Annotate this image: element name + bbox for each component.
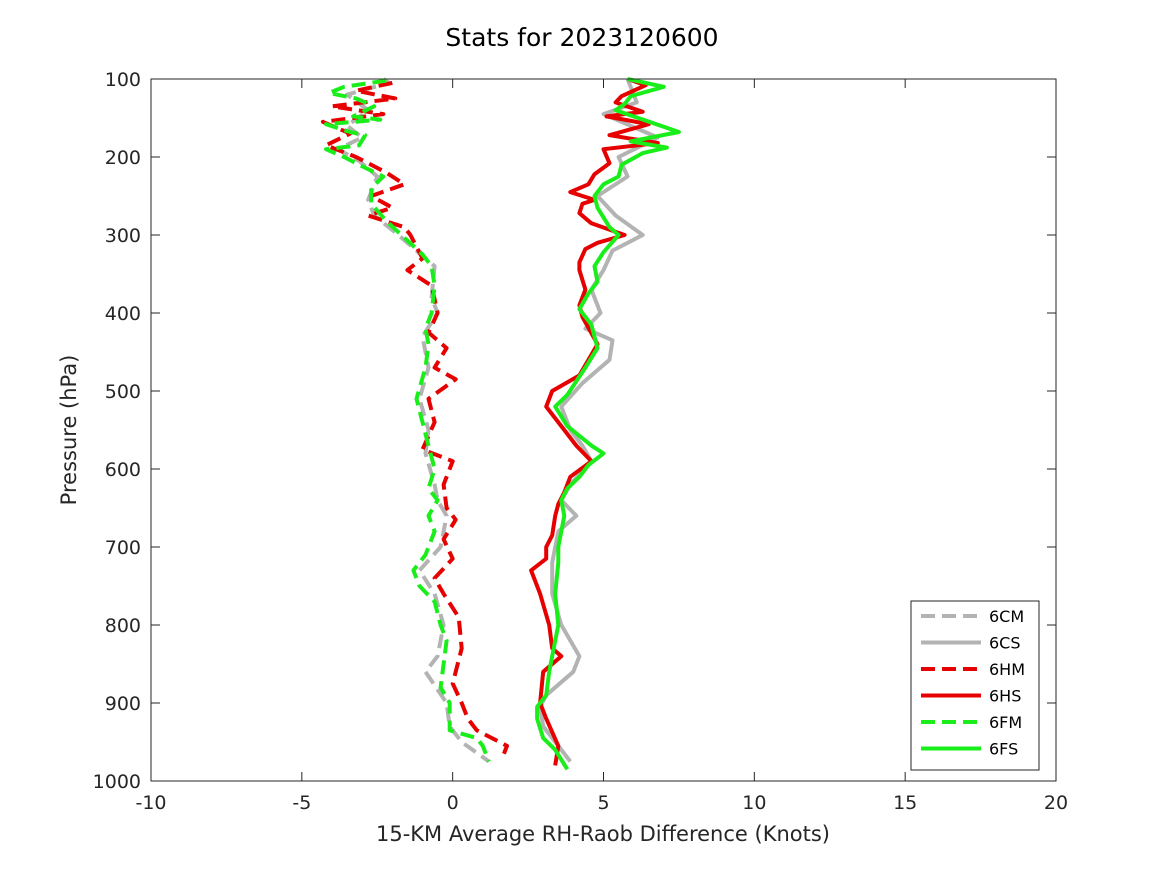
x-axis-label: 15-KM Average RH-Raob Difference (Knots) [376,822,830,846]
y-tick-label: 900 [105,693,141,715]
series-line-6fs [535,77,681,771]
legend-label-6fm: 6FM [989,713,1022,732]
y-tick-label: 600 [105,459,141,481]
y-tick-label: 400 [105,303,141,325]
x-tick-label: 5 [597,792,609,814]
y-tick-label: 200 [105,147,141,169]
x-tick-label: 15 [893,792,917,814]
x-tick-label: -10 [135,792,166,814]
series-line-6cs [538,78,660,763]
legend-label-6hm: 6HM [989,660,1025,679]
y-tick-label: 800 [105,615,141,637]
y-tick-label: 1000 [93,771,141,793]
y-axis: 100 200 300 400 500 600 700 800 900 1000 [93,69,1056,793]
legend-label-6fs: 6FS [989,740,1018,759]
x-tick-label: -5 [292,792,311,814]
legend-label-6cs: 6CS [989,634,1021,653]
y-tick-label: 700 [105,537,141,559]
legend-box [910,600,1040,771]
x-tick-label: 0 [447,792,459,814]
series-line-6fm [324,78,491,763]
x-tick-label: 20 [1044,792,1068,814]
legend: 6CM 6CS 6HM 6HS 6FM 6FS [910,600,1040,771]
chart-title: Stats for 2023120600 [445,23,718,52]
legend-label-6hs: 6HS [989,687,1021,706]
y-axis-label: Pressure (hPa) [57,355,81,506]
legend-label-6cm: 6CM [989,607,1024,626]
x-tick-label: 10 [742,792,766,814]
y-tick-label: 100 [105,69,141,91]
plot-area [150,77,1057,782]
y-tick-label: 300 [105,225,141,247]
y-tick-label: 500 [105,381,141,403]
series-line-6hm [320,80,509,755]
x-axis: -10 -5 0 5 10 15 20 [135,79,1068,814]
